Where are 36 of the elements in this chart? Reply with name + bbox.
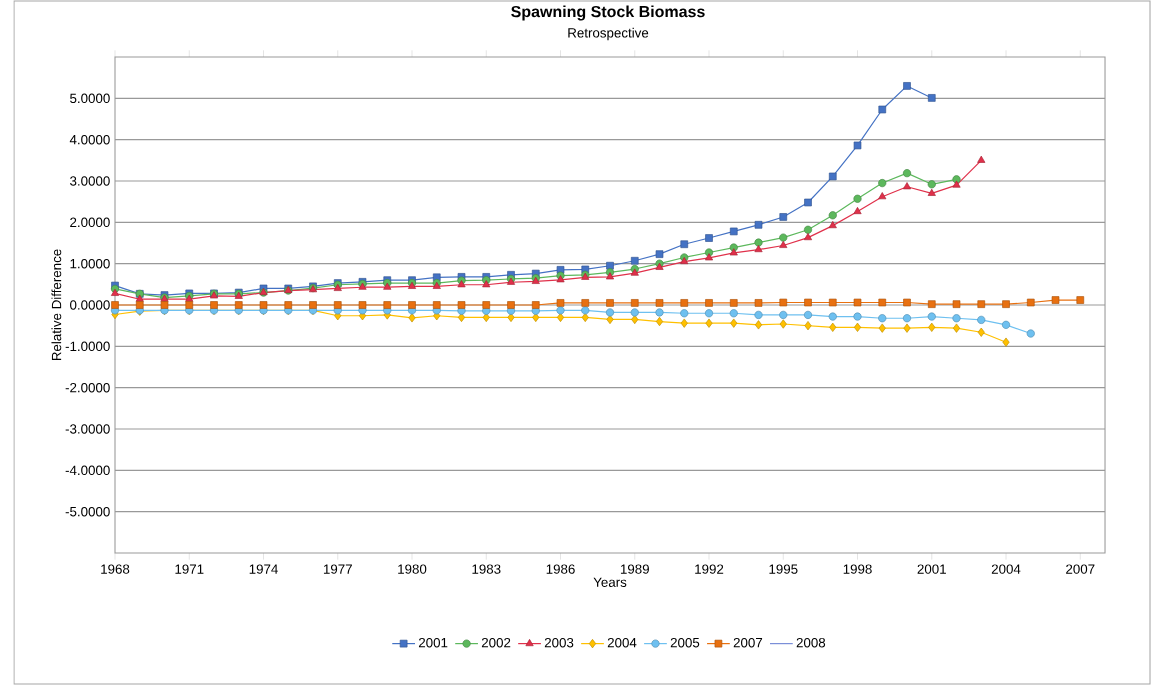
x-tick-label: 1986 bbox=[546, 564, 575, 574]
y-tick-label: 0.0000 bbox=[70, 300, 110, 310]
legend-label: 2004 bbox=[607, 637, 637, 648]
x-tick-label: 1989 bbox=[620, 564, 649, 574]
x-tick-label: 1974 bbox=[249, 564, 278, 574]
y-tick-label: -2.0000 bbox=[65, 382, 110, 393]
legend-label: 2003 bbox=[544, 637, 574, 648]
x-tick-label: 2007 bbox=[1066, 564, 1095, 574]
y-tick-label: -1.0000 bbox=[65, 341, 110, 352]
legend-label: 2001 bbox=[418, 637, 448, 648]
legend-label: 2005 bbox=[670, 637, 700, 648]
x-tick-label: 1995 bbox=[769, 564, 798, 574]
y-tick-label: -5.0000 bbox=[65, 506, 110, 517]
x-tick-label: 1980 bbox=[398, 564, 427, 574]
x-tick-label: 1983 bbox=[472, 564, 501, 574]
x-tick-label: 2001 bbox=[917, 564, 946, 574]
y-tick-label: 5.0000 bbox=[70, 93, 110, 104]
legend-label: 2002 bbox=[481, 637, 511, 648]
x-tick-label: 1992 bbox=[695, 564, 724, 574]
y-tick-label: 2.0000 bbox=[70, 217, 110, 228]
y-tick-label: -4.0000 bbox=[65, 465, 110, 476]
x-tick-label: 2004 bbox=[991, 564, 1021, 574]
x-tick-label: 1968 bbox=[101, 564, 130, 574]
y-tick-label: 3.0000 bbox=[70, 176, 110, 186]
x-axis-title: Years bbox=[593, 577, 627, 587]
legend-label: 2008 bbox=[796, 637, 826, 648]
chart-subtitle: Retrospective bbox=[568, 27, 649, 41]
y-axis-title: Relative Difference bbox=[51, 249, 62, 361]
y-tick-label: 1.0000 bbox=[70, 258, 110, 269]
chart-title: Spawning Stock Biomass bbox=[511, 5, 705, 21]
x-tick-label: 1998 bbox=[843, 564, 872, 574]
x-tick-label: 1971 bbox=[175, 564, 204, 574]
legend-label: 2007 bbox=[733, 637, 763, 648]
y-tick-label: 4.0000 bbox=[69, 134, 110, 145]
y-tick-label: -3.0000 bbox=[65, 424, 110, 434]
x-tick-label: 1977 bbox=[323, 564, 352, 574]
